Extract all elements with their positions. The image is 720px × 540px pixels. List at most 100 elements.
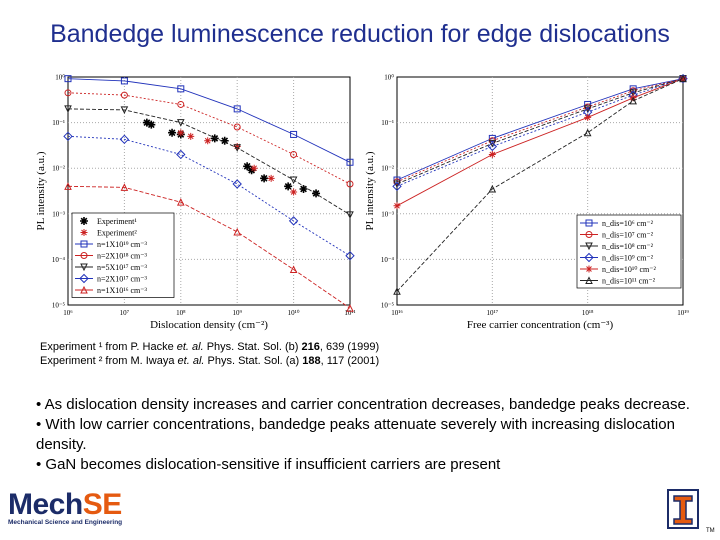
data-point [260, 174, 269, 183]
data-point [393, 202, 401, 210]
bullet-item: • GaN becomes dislocation-sensitive if i… [36, 456, 501, 473]
data-point [120, 91, 128, 99]
x-tick-label: 10¹⁸ [582, 309, 594, 317]
series-line [396, 78, 684, 181]
slide-title: Bandedge luminescence reduction for edge… [50, 20, 670, 48]
trademark-label: TM [706, 528, 715, 534]
x-axis-label: Free carrier concentration (cm⁻³) [467, 319, 614, 331]
legend-marker [585, 219, 593, 227]
data-point [168, 128, 177, 137]
legend-label: n_dis=10⁹ cm⁻² [602, 254, 654, 263]
data-point [64, 182, 72, 190]
data-point [629, 96, 637, 105]
logo-subtitle: Mechanical Science and Engineering [8, 519, 123, 526]
data-point [299, 184, 308, 193]
legend-marker [585, 265, 593, 273]
data-point [346, 158, 354, 166]
series [64, 75, 354, 166]
legend-label: n_dis=10⁶ cm⁻² [602, 219, 654, 228]
data-point [487, 141, 498, 152]
data-point [176, 149, 186, 160]
series [63, 131, 355, 261]
data-point [120, 183, 129, 191]
legend-label: n=5X10¹⁷ cm⁻³ [97, 263, 147, 272]
reference-volume: 188 [302, 355, 321, 367]
bullet-list: • As dislocation density increases and c… [36, 395, 696, 475]
series-line [396, 78, 684, 183]
references: Experiment ¹ from P. Hacke et. al. Phys.… [40, 340, 379, 368]
data-point [176, 198, 185, 206]
logo-text-se: SE [82, 488, 123, 521]
data-point [177, 85, 185, 93]
data-point [393, 287, 401, 295]
legend-marker [584, 252, 594, 263]
reference-mark: Experiment ² [40, 355, 103, 367]
data-point [232, 179, 242, 189]
mechse-logo: MechSE Mechanical Science and Engineerin… [8, 490, 142, 530]
data-point [187, 132, 195, 140]
legend-marker [80, 252, 88, 259]
y-tick-label: 10⁻⁵ [52, 302, 66, 310]
legend-marker [80, 285, 88, 294]
legend-label: Experiment² [97, 229, 137, 238]
data-point [233, 123, 241, 131]
reference-mark: Experiment ¹ [40, 341, 103, 353]
legend-label: n_dis=10⁸ cm⁻² [602, 242, 654, 251]
data-point [233, 144, 242, 152]
data-point [290, 150, 298, 158]
data-point [345, 251, 355, 261]
data-point [290, 130, 298, 138]
reference-etal: et. al. [177, 355, 205, 367]
legend-label: Experiment¹ [97, 217, 137, 226]
data-point [177, 129, 185, 137]
data-point [220, 136, 229, 145]
series-line [396, 78, 684, 187]
reference-pages: , 639 (1999) [319, 341, 380, 353]
x-tick-label: 10⁸ [176, 309, 186, 317]
y-axis-label: PL intensity (a.u.) [35, 151, 47, 230]
legend-marker [80, 229, 88, 236]
y-tick-label: 10⁰ [384, 74, 394, 82]
university-i-logo [667, 489, 699, 529]
legend-marker [80, 263, 88, 272]
legend-label: n=1X10¹⁹ cm⁻³ [97, 240, 147, 249]
data-point [679, 74, 687, 83]
data-point [346, 180, 354, 188]
reference-text: from P. Hacke [102, 341, 177, 353]
data-point [284, 182, 293, 191]
y-tick-label: 10⁻¹ [52, 119, 65, 127]
data-point [64, 105, 72, 113]
series-line [67, 185, 351, 309]
data-point [290, 188, 298, 196]
legend-box [576, 214, 682, 289]
legend-label: n=2X10¹⁷ cm⁻³ [97, 275, 147, 284]
legend-label: n_dis=10¹¹ cm⁻² [602, 277, 656, 286]
x-tick-label: 10¹⁷ [487, 309, 499, 317]
dislocation-density-chart: 10⁶ 10⁷ 10⁸ 10⁹ 10¹⁰ 10¹¹ 10⁻⁵ 10⁻⁴ 10⁻³ 10⁻² 10⁻¹… [35, 74, 356, 332]
legend: n_dis=10⁶ cm⁻² n_dis=10⁷ cm⁻² n_dis=10⁸ cm… [576, 214, 682, 289]
y-tick-label: 10⁻⁵ [381, 302, 395, 310]
data-point [243, 162, 252, 171]
reference-etal: et. al. [176, 341, 204, 353]
data-point [176, 119, 185, 127]
data-point [267, 174, 275, 182]
reference-1: Experiment ¹ from P. Hacke et. al. Phys.… [40, 340, 379, 354]
data-point [119, 134, 130, 145]
y-tick-label: 10⁰ [55, 74, 65, 82]
data-point [583, 128, 592, 137]
legend-label: n_dis=10⁷ cm⁻² [602, 231, 654, 240]
y-tick-label: 10⁻³ [52, 210, 65, 218]
series-line [396, 78, 684, 185]
data-point [120, 77, 128, 85]
data-point [346, 304, 354, 312]
series-line [67, 135, 351, 257]
data-point [64, 89, 72, 97]
data-point [488, 134, 496, 142]
data-point [64, 75, 72, 83]
data-point [679, 75, 687, 83]
y-tick-label: 10⁻⁴ [381, 256, 395, 264]
series-line [67, 78, 351, 163]
y-tick-label: 10⁻³ [381, 210, 394, 218]
y-tick-label: 10⁻² [381, 165, 394, 173]
data-point [233, 227, 242, 236]
